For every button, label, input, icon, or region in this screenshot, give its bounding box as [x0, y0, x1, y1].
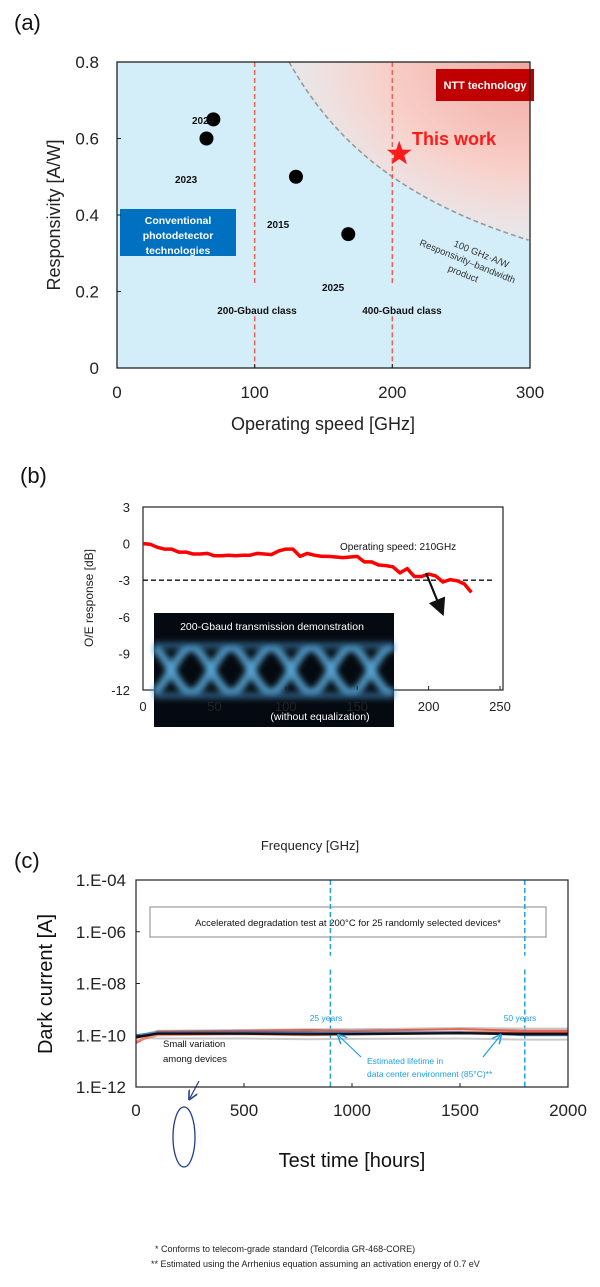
y-tick-label-a: 0 [90, 359, 99, 378]
lifetime-arrow-25 [339, 1036, 362, 1058]
y-tick-label-c: 1.E-04 [76, 871, 126, 890]
footnote-1: * Conforms to telecom-grade standard (Te… [155, 1244, 415, 1254]
data-point-2023 [199, 131, 214, 146]
data-point-2020 [206, 112, 221, 127]
dark-current-series-2 [135, 1036, 568, 1041]
x-tick-label-b: 50 [207, 699, 221, 714]
plot-frame-a [116, 61, 531, 369]
x-tick-label-c: 2000 [549, 1101, 587, 1120]
point-label-2015: 2015 [267, 220, 290, 231]
y-tick-label-a: 0.6 [75, 130, 99, 149]
x-tick-label-a: 0 [112, 383, 121, 402]
x-tick-label-c: 1000 [333, 1101, 371, 1120]
this-work-star [386, 140, 412, 165]
conventional-box [120, 209, 236, 256]
y-tick-label-b: 0 [123, 537, 130, 552]
x-tick-label-a: 100 [240, 383, 268, 402]
y-tick-label-c: 1.E-12 [76, 1078, 126, 1097]
variation-note-2: among devices [163, 1054, 227, 1065]
data-point-2015 [288, 169, 303, 184]
vline-label-25-years: 25 years [310, 1013, 343, 1023]
ntt-technology-label: NTT technology [443, 80, 527, 92]
footnote-2: ** Estimated using the Arrhenius equatio… [151, 1259, 480, 1269]
chart-a: NTT technology Conventional photodetecto… [44, 53, 544, 434]
operating-speed-annotation: Operating speed: 210GHz [340, 542, 456, 553]
lifetime-arrow-50 [482, 1036, 500, 1058]
x-tick-label-b: 0 [139, 699, 146, 714]
eye-rail-bottom [154, 692, 394, 699]
variation-note-1: Small variation [163, 1039, 225, 1050]
y-tick-label-a: 0.2 [75, 283, 99, 302]
test-condition-text: Accelerated degradation test at 200°C fo… [195, 918, 501, 929]
data-point-2025 [341, 227, 356, 242]
y-tick-label-c: 1.E-06 [76, 923, 126, 942]
vline-label-50-years: 50 years [504, 1013, 537, 1023]
vline-label-200gbaud: 200-Gbaud class [217, 306, 297, 317]
eye-trace [152, 645, 396, 695]
annotation-arrow [424, 572, 446, 617]
this-work-label: This work [412, 129, 497, 149]
eye-diagram-background [154, 613, 394, 727]
dark-current-series-7 [135, 1031, 568, 1039]
x-tick-label-c: 500 [230, 1101, 258, 1120]
lifetime-note-2: data center environment (85°C)** [367, 1069, 493, 1079]
point-label-2020: 2020 [192, 116, 215, 127]
oe-response-curve [142, 541, 473, 594]
x-tick-label-c: 1500 [441, 1101, 479, 1120]
panel-label-c: (c) [14, 848, 40, 873]
eye-rail-top [154, 642, 394, 649]
y-tick-label-a: 0.4 [75, 206, 99, 225]
point-label-2025: 2025 [322, 283, 345, 294]
y-tick-label-a: 0.8 [75, 53, 99, 72]
test-condition-box [149, 906, 547, 938]
inset-caption: (without equalization) [270, 711, 369, 723]
y-tick-label-b: -12 [111, 683, 130, 698]
conventional-label-2: photodetector [143, 230, 214, 242]
chart-b: 200-Gbaud transmission demonstration (wi… [82, 500, 511, 853]
chart-c: Accelerated degradation test at 200°C fo… [35, 871, 587, 1269]
eye-diagram-inset: 200-Gbaud transmission demonstration (wi… [152, 613, 396, 727]
x-tick-label-b: 150 [346, 699, 368, 714]
x-tick-label-a: 200 [378, 383, 406, 402]
y-axis-title-c: Dark current [A] [35, 914, 57, 1054]
vline-label-400gbaud: 400-Gbaud class [362, 306, 442, 317]
panel-label-b: (b) [20, 463, 47, 488]
inset-title: 200-Gbaud transmission demonstration [180, 621, 364, 633]
x-axis-title-b: Frequency [GHz] [261, 838, 359, 853]
panel-label-a: (a) [14, 10, 41, 35]
x-tick-label-c: 0 [131, 1101, 140, 1120]
variation-arrow [190, 1080, 200, 1098]
point-label-2023: 2023 [175, 175, 198, 186]
y-tick-label-c: 1.E-08 [76, 975, 126, 994]
x-axis-title-a: Operating speed [GHz] [231, 414, 415, 434]
x-tick-label-b: 200 [418, 699, 440, 714]
y-axis-title-b: O/E response [dB] [82, 549, 96, 647]
conventional-label-3: technologies [146, 245, 211, 257]
plot-frame-c [135, 879, 569, 1088]
x-axis-title-c: Test time [hours] [279, 1150, 426, 1172]
y-tick-label-b: -9 [118, 646, 130, 661]
reference-curve [288, 61, 529, 241]
x-tick-label-a: 300 [516, 383, 544, 402]
y-tick-label-c: 1.E-10 [76, 1026, 126, 1045]
y-axis-title-a: Responsivity [A/W] [44, 139, 64, 290]
lifetime-note-1: Estimated lifetime in [367, 1056, 443, 1066]
y-tick-label-b: -3 [118, 573, 130, 588]
variation-ellipse [172, 1106, 196, 1168]
eye-trace [152, 645, 396, 695]
x-tick-label-b: 100 [275, 699, 297, 714]
x-tick-label-b: 250 [489, 699, 511, 714]
y-tick-label-b: 3 [123, 500, 130, 515]
conventional-label-1: Conventional [145, 215, 212, 227]
ntt-technology-box [436, 69, 534, 101]
y-tick-label-b: -6 [118, 610, 130, 625]
